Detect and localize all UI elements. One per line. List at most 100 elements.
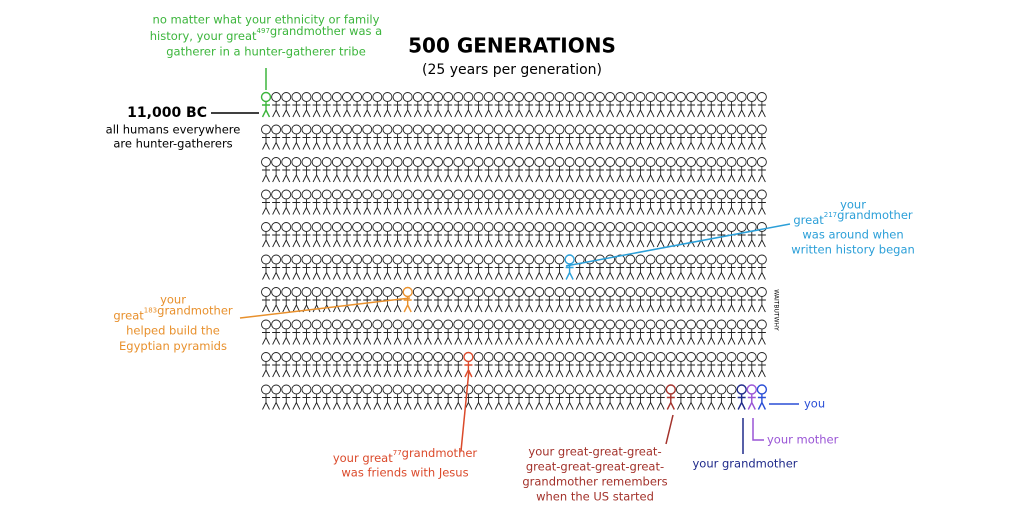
person — [342, 124, 352, 150]
person — [696, 352, 707, 378]
person — [412, 319, 423, 345]
annotation-line: grandmother remembers — [522, 475, 667, 489]
person — [422, 124, 433, 150]
person — [635, 352, 646, 378]
person — [756, 92, 767, 118]
person — [706, 222, 717, 248]
person — [665, 384, 677, 410]
person — [443, 319, 454, 345]
person — [291, 92, 302, 118]
person — [402, 384, 413, 410]
person — [301, 157, 312, 183]
person — [574, 254, 585, 280]
person — [331, 254, 342, 280]
person — [443, 92, 454, 118]
person — [301, 352, 312, 378]
text-segment: great — [793, 213, 824, 227]
person — [615, 319, 626, 345]
person — [665, 124, 676, 150]
person — [473, 124, 484, 150]
person — [291, 222, 302, 248]
person — [554, 124, 565, 150]
person — [291, 319, 302, 345]
person — [554, 92, 565, 118]
person — [696, 384, 707, 410]
person — [402, 124, 413, 150]
person — [706, 254, 717, 280]
person — [574, 352, 585, 378]
person — [321, 124, 332, 150]
person — [534, 319, 545, 345]
person — [493, 189, 504, 215]
person — [342, 384, 352, 410]
person — [675, 319, 686, 345]
person — [706, 352, 717, 378]
person — [311, 124, 322, 150]
person — [716, 222, 727, 248]
person — [433, 319, 443, 345]
person — [686, 189, 696, 215]
person — [524, 384, 535, 410]
person — [696, 287, 707, 313]
person — [746, 287, 757, 313]
person — [615, 124, 626, 150]
person — [625, 92, 636, 118]
person — [362, 124, 373, 150]
person — [544, 157, 555, 183]
person — [281, 222, 292, 248]
person — [726, 92, 737, 118]
person — [321, 254, 332, 280]
person — [463, 222, 474, 248]
person — [422, 384, 433, 410]
superscript: 77 — [393, 449, 402, 457]
person — [645, 384, 656, 410]
pointer — [565, 223, 791, 267]
person — [301, 319, 312, 345]
person — [726, 287, 737, 313]
person — [271, 384, 282, 410]
pointer — [752, 418, 764, 441]
person — [362, 157, 373, 183]
person — [503, 92, 514, 118]
person — [311, 92, 322, 118]
person — [524, 92, 535, 118]
person — [635, 92, 646, 118]
annotation-line: when the US started — [536, 490, 654, 504]
person — [564, 222, 575, 248]
person — [655, 157, 666, 183]
person — [311, 189, 322, 215]
person — [402, 319, 413, 345]
annotation-line: great-great-great-great- — [526, 460, 664, 474]
person — [746, 384, 757, 410]
person — [645, 222, 656, 248]
person — [392, 319, 403, 345]
person — [706, 124, 717, 150]
person — [473, 287, 484, 313]
person — [281, 124, 292, 150]
person — [301, 287, 312, 313]
person — [686, 254, 696, 280]
person — [756, 384, 768, 410]
person — [463, 287, 474, 313]
person — [291, 352, 302, 378]
person — [605, 352, 616, 378]
person — [584, 92, 595, 118]
person — [595, 92, 605, 118]
person — [736, 319, 747, 345]
person — [564, 124, 575, 150]
person — [352, 157, 363, 183]
person — [382, 352, 393, 378]
person — [726, 124, 737, 150]
person — [524, 352, 535, 378]
person — [362, 254, 373, 280]
person — [584, 287, 595, 313]
person — [544, 124, 555, 150]
person — [625, 287, 636, 313]
person — [605, 157, 616, 183]
person — [554, 384, 565, 410]
person — [342, 92, 352, 118]
person — [412, 92, 423, 118]
person — [756, 352, 767, 378]
title: 500 GENERATIONS — [408, 34, 616, 58]
annotation-line: great183grandmother — [113, 303, 233, 322]
